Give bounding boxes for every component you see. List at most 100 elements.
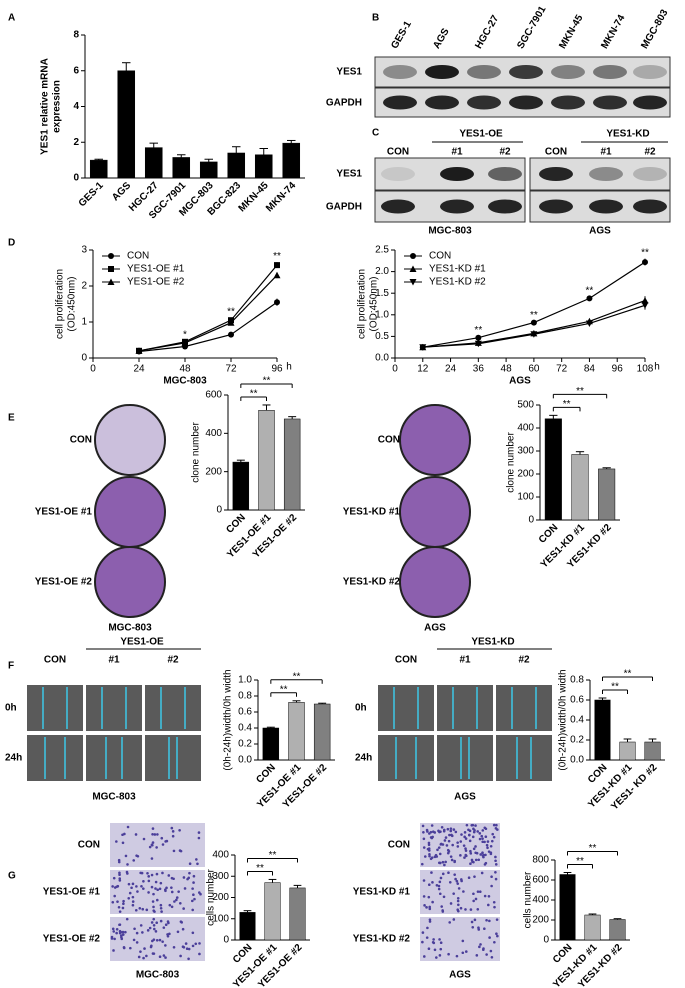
- lane-label: CON: [44, 655, 66, 666]
- colony-dish: [94, 546, 166, 618]
- cell-dot: [493, 905, 496, 909]
- cell-dot: [448, 921, 451, 924]
- cell-dot: [126, 825, 130, 829]
- legend-label: YES1-KD #1: [429, 264, 486, 275]
- cell-dot: [138, 907, 142, 910]
- cell-dot: [473, 875, 476, 878]
- cell-dot: [126, 863, 129, 866]
- cell-dot: [421, 931, 425, 934]
- cell-dot: [193, 897, 196, 901]
- cell-dot: [490, 839, 494, 843]
- bar: [232, 461, 250, 511]
- dish-label: YES1-KD #2: [343, 577, 401, 588]
- bar: [262, 727, 280, 761]
- cell-dot: [181, 927, 185, 931]
- cell-line-label: MGC-803: [428, 226, 472, 237]
- cell-dot: [184, 942, 188, 945]
- y-tick-label: 200: [517, 469, 534, 480]
- cell-dot: [142, 956, 145, 960]
- significance-label: **: [263, 376, 271, 387]
- band: [383, 65, 417, 79]
- significance-label: **: [641, 247, 649, 258]
- cell-dot: [447, 839, 451, 843]
- dish-label: YES1-OE #1: [35, 507, 93, 518]
- y-tick-label: 0.2: [570, 735, 584, 746]
- bar: [644, 741, 661, 761]
- y-tick-label: 3: [81, 245, 87, 256]
- cell-dot: [168, 932, 171, 936]
- y-tick-label: 0: [73, 173, 79, 184]
- cell-dot: [131, 900, 135, 903]
- cell-dot: [111, 900, 115, 904]
- cell-dot: [488, 919, 491, 923]
- wound-image: [437, 735, 493, 781]
- cell-dot: [175, 896, 179, 899]
- time-label: 0h: [355, 703, 367, 714]
- cell-dot: [475, 851, 479, 855]
- lane-label: CON: [387, 147, 409, 158]
- band: [539, 167, 573, 181]
- cell-dot: [170, 886, 173, 889]
- cell-dot: [118, 923, 121, 927]
- cell-dot: [195, 858, 198, 861]
- cell-dot: [112, 930, 116, 933]
- cell-dot: [155, 939, 159, 942]
- wound-image: [496, 685, 552, 731]
- cell-dot: [464, 837, 468, 840]
- cell-dot: [118, 871, 121, 875]
- cell-dot: [481, 854, 485, 857]
- cell-dot: [179, 954, 182, 958]
- cell-dot: [146, 871, 149, 875]
- x-unit: h: [286, 362, 292, 373]
- cell-dot: [134, 908, 138, 912]
- y-axis-label: clone number: [506, 432, 517, 493]
- row-label: YES1: [336, 169, 362, 180]
- y-tick-label: 2.5: [375, 245, 389, 256]
- cell-dot: [486, 840, 490, 843]
- y-axis-label: (0h-24h)width/0h width: [558, 669, 569, 770]
- dish-label: YES1-KD #1: [343, 507, 401, 518]
- y-tick-label: 200: [532, 915, 549, 926]
- cell-dot: [150, 873, 154, 877]
- row-label: YES1: [336, 67, 362, 78]
- cell-dot: [150, 857, 154, 860]
- y-axis-label: YES1 relative mRNA: [40, 58, 51, 155]
- x-axis-label: AGS: [509, 376, 531, 387]
- y-tick-label: 4: [73, 101, 79, 112]
- cell-dot: [153, 833, 157, 836]
- band: [593, 95, 627, 110]
- significance-label: **: [576, 386, 584, 397]
- significance-label: **: [256, 863, 264, 874]
- cell-line-label: MGC-803: [136, 970, 180, 981]
- cell-dot: [132, 938, 136, 942]
- significance-label: **: [530, 310, 538, 321]
- cell-dot: [191, 887, 194, 890]
- cell-dot: [431, 835, 434, 839]
- cell-dot: [420, 862, 424, 866]
- image-label: YES1-OE #1: [43, 887, 101, 898]
- cell-dot: [464, 847, 467, 850]
- image-label: CON: [388, 840, 410, 851]
- y-axis-label: cells number: [523, 871, 534, 928]
- cell-dot: [115, 840, 118, 843]
- y-tick-label: 2: [73, 137, 79, 148]
- marker: [530, 331, 538, 338]
- cell-dot: [450, 858, 454, 862]
- cell-dot: [427, 947, 431, 951]
- panel-label: E: [8, 413, 15, 424]
- cell-dot: [148, 926, 152, 930]
- legend-marker: [409, 279, 417, 286]
- cell-dot: [437, 861, 441, 865]
- cell-dot: [451, 843, 454, 847]
- lane-label: HGC-27: [473, 13, 501, 51]
- cell-dot: [428, 905, 431, 909]
- cell-dot: [463, 835, 466, 839]
- cell-dot: [158, 955, 162, 959]
- cell-dot: [441, 860, 445, 864]
- cell-dot: [132, 859, 136, 862]
- cell-dot: [491, 832, 495, 836]
- legend-marker: [107, 278, 115, 285]
- cell-dot: [120, 930, 124, 934]
- y-tick-label: 0.8: [570, 675, 584, 686]
- cell-dot: [130, 886, 133, 890]
